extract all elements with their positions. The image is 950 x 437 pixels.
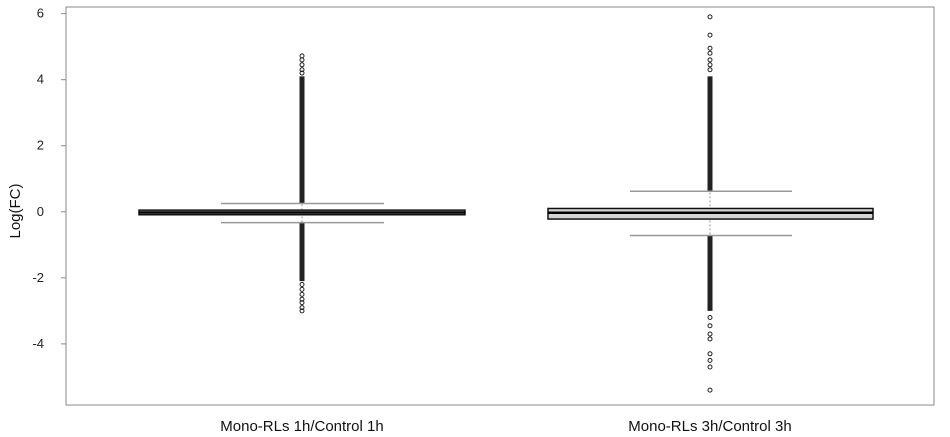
y-tick-label: 4 [37,72,44,87]
y-tick-label: -2 [32,270,44,285]
y-tick-label: -4 [32,336,44,351]
box-group [547,14,874,393]
y-axis-title: Log(FC) [7,183,24,238]
outlier-point [707,351,713,357]
boxes-layer [138,14,874,393]
outlier-point [707,357,713,363]
plot-frame [65,6,935,406]
outlier-point [299,53,305,59]
outlier-point [299,296,305,302]
outlier-point [707,336,713,342]
outlier-point [707,45,713,51]
outlier-point [707,32,713,38]
x-category-label: Mono-RLs 3h/Control 3h [628,418,791,435]
outlier-point [299,67,305,73]
outlier-point [707,387,713,393]
outlier-point [707,331,713,337]
outlier-point [299,57,305,63]
outlier-point [299,281,305,287]
outlier-point [707,57,713,63]
outlier-point [707,314,713,320]
box-group [138,53,466,314]
y-tick-label: 2 [37,138,44,153]
outlier-point [707,14,713,20]
outlier-point [299,291,305,297]
y-tick-label: 6 [37,6,44,21]
x-axis-labels: Mono-RLs 1h/Control 1h Mono-RLs 3h/Contro… [220,418,791,435]
outlier-point [707,323,713,329]
outlier-point [707,364,713,370]
outlier-point [299,70,305,76]
outlier-point [299,286,305,292]
x-category-label: Mono-RLs 1h/Control 1h [220,418,383,435]
outlier-point [299,305,305,311]
outlier-point [299,300,305,306]
y-tick-label: 0 [37,204,44,219]
outlier-point [299,62,305,68]
outlier-point [707,67,713,73]
y-axis-ticks: -4 -2 0 2 4 6 [32,6,66,351]
outlier-point [707,62,713,68]
outlier-point [299,308,305,314]
outlier-point [707,50,713,56]
